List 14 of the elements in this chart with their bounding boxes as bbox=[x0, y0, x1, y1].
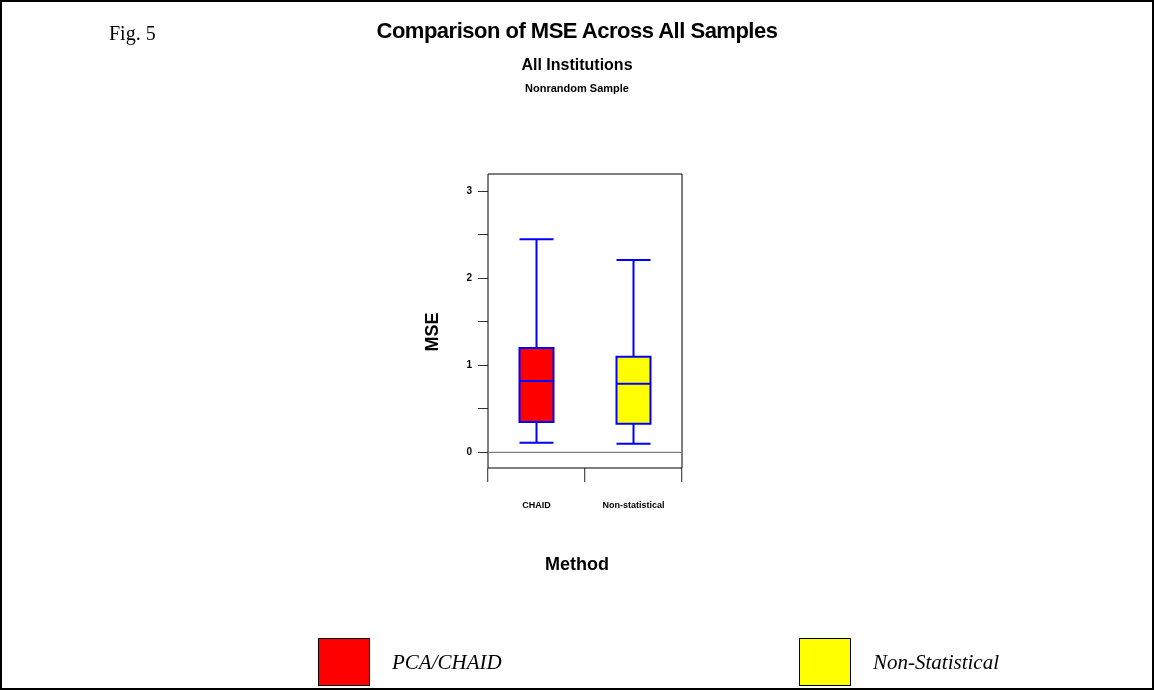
chart-title: Comparison of MSE Across All Samples bbox=[376, 18, 778, 43]
y-tick-label: 1 bbox=[466, 359, 473, 371]
x-tick-label: CHAID bbox=[522, 499, 552, 510]
caption: Fig. 5 bbox=[109, 22, 156, 45]
x-tick-label: Non-statistical bbox=[602, 499, 665, 510]
chart-subtitle: All Institutions bbox=[520, 56, 634, 74]
x-axis-title: Method bbox=[544, 554, 610, 575]
y-tick-label: 2 bbox=[466, 272, 473, 284]
legend-label: Non-Statistical bbox=[873, 649, 999, 675]
y-tick-label: 0 bbox=[466, 446, 473, 458]
legend-label: PCA/CHAID bbox=[392, 649, 502, 675]
y-tick-label: 3 bbox=[466, 185, 473, 197]
y-axis-title: MSE bbox=[421, 312, 443, 352]
text: Nonrandom Sample bbox=[524, 82, 630, 94]
